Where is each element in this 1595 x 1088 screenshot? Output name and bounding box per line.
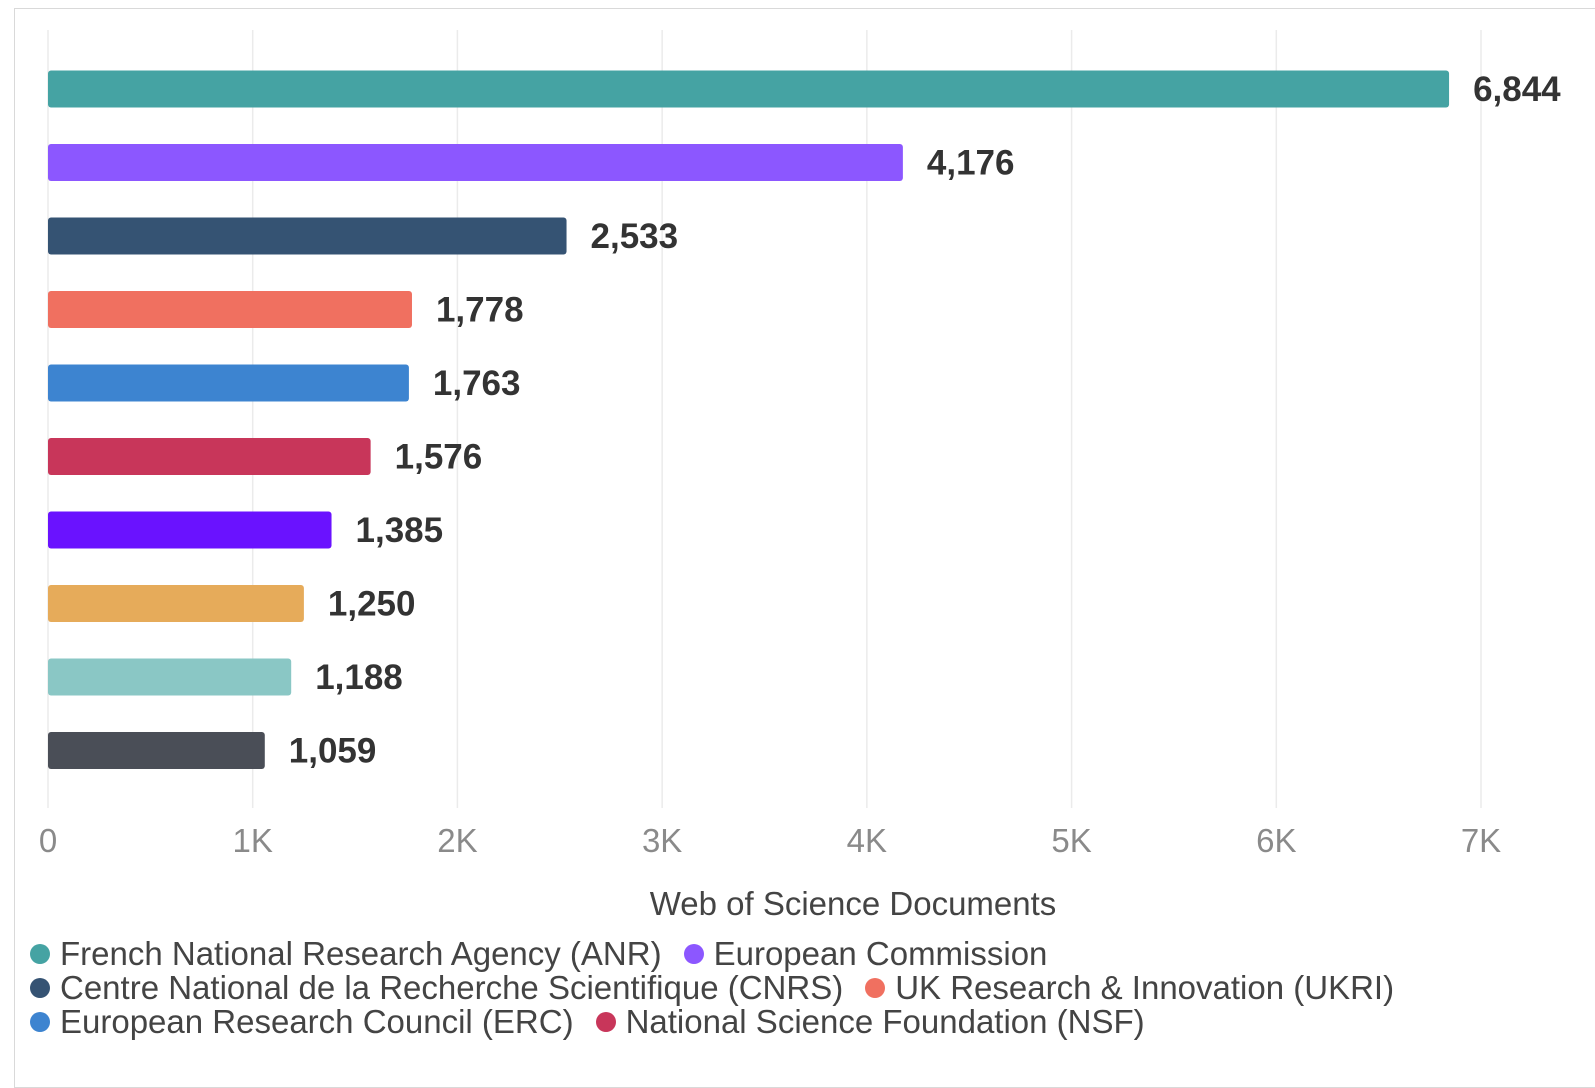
legend: French National Research Agency (ANR) Eur… — [30, 935, 1570, 1040]
x-tick-label: 7K — [1461, 822, 1501, 859]
bar[interactable] — [48, 732, 265, 769]
bar[interactable] — [48, 585, 304, 622]
bar-value-label: 1,059 — [289, 732, 377, 771]
legend-dot-icon — [30, 944, 50, 964]
bar-value-label: 1,778 — [436, 291, 524, 330]
x-tick-label: 0 — [39, 822, 57, 859]
legend-item[interactable]: UK Research & Innovation (UKRI) — [865, 971, 1394, 1005]
x-axis-ticks: 0 1K 2K 3K 4K 5K 6K 7K — [39, 822, 1501, 859]
legend-row: European Research Council (ERC) National … — [30, 1003, 1570, 1040]
legend-item[interactable]: French National Research Agency (ANR) — [30, 937, 662, 971]
legend-dot-icon — [30, 978, 50, 998]
bar[interactable] — [48, 70, 1450, 108]
bar-chart: 6,844 4,176 2,533 1,778 1,763 1,576 1,385 1,250… — [39, 30, 1561, 922]
x-tick-label: 2K — [437, 822, 477, 859]
x-tick-label: 6K — [1256, 822, 1296, 859]
legend-row: Centre National de la Recherche Scientif… — [30, 970, 1570, 1005]
x-tick-label: 5K — [1051, 822, 1091, 859]
legend-label: Centre National de la Recherche Scientif… — [60, 969, 844, 1006]
legend-dot-icon — [865, 978, 886, 998]
value-labels: 6,844 4,176 2,533 1,778 1,763 1,576 1,385 1,250… — [289, 70, 1561, 771]
bar[interactable] — [48, 291, 412, 328]
legend-label: UK Research & Innovation (UKRI) — [895, 969, 1395, 1006]
bar-value-label: 2,533 — [591, 217, 679, 256]
legend-label: National Science Foundation (NSF) — [625, 1003, 1145, 1040]
bar[interactable] — [48, 511, 332, 549]
bar-value-label: 1,188 — [315, 658, 403, 697]
x-tick-label: 4K — [847, 822, 887, 859]
legend-item[interactable]: Centre National de la Recherche Scientif… — [30, 971, 843, 1005]
bar-value-label: 1,385 — [356, 511, 444, 550]
bar[interactable] — [48, 364, 409, 402]
legend-row: French National Research Agency (ANR) Eur… — [30, 935, 1570, 972]
bar-value-label: 1,250 — [328, 585, 416, 624]
bar[interactable] — [48, 217, 567, 255]
bar[interactable] — [48, 438, 371, 475]
bar[interactable] — [48, 144, 903, 181]
legend-label: European Commission — [713, 935, 1048, 972]
x-tick-label: 3K — [642, 822, 682, 859]
bar-value-label: 4,176 — [927, 144, 1015, 183]
bar-value-label: 6,844 — [1473, 70, 1561, 109]
x-tick-label: 1K — [233, 822, 273, 859]
legend-item[interactable]: European Commission — [683, 935, 1048, 972]
legend-dot-icon — [595, 1012, 616, 1032]
bars — [48, 70, 1450, 769]
bar-value-label: 1,763 — [433, 364, 521, 403]
legend-item[interactable]: National Science Foundation (NSF) — [595, 1003, 1145, 1040]
legend-item[interactable]: European Research Council (ERC) — [30, 1005, 574, 1039]
legend-label: European Research Council (ERC) — [60, 1003, 574, 1040]
bar-value-label: 1,576 — [395, 438, 483, 477]
bar[interactable] — [48, 658, 292, 696]
x-axis-title: Web of Science Documents — [650, 885, 1057, 922]
legend-dot-icon — [683, 944, 704, 964]
legend-dot-icon — [30, 1012, 50, 1032]
legend-label: French National Research Agency (ANR) — [60, 935, 662, 972]
